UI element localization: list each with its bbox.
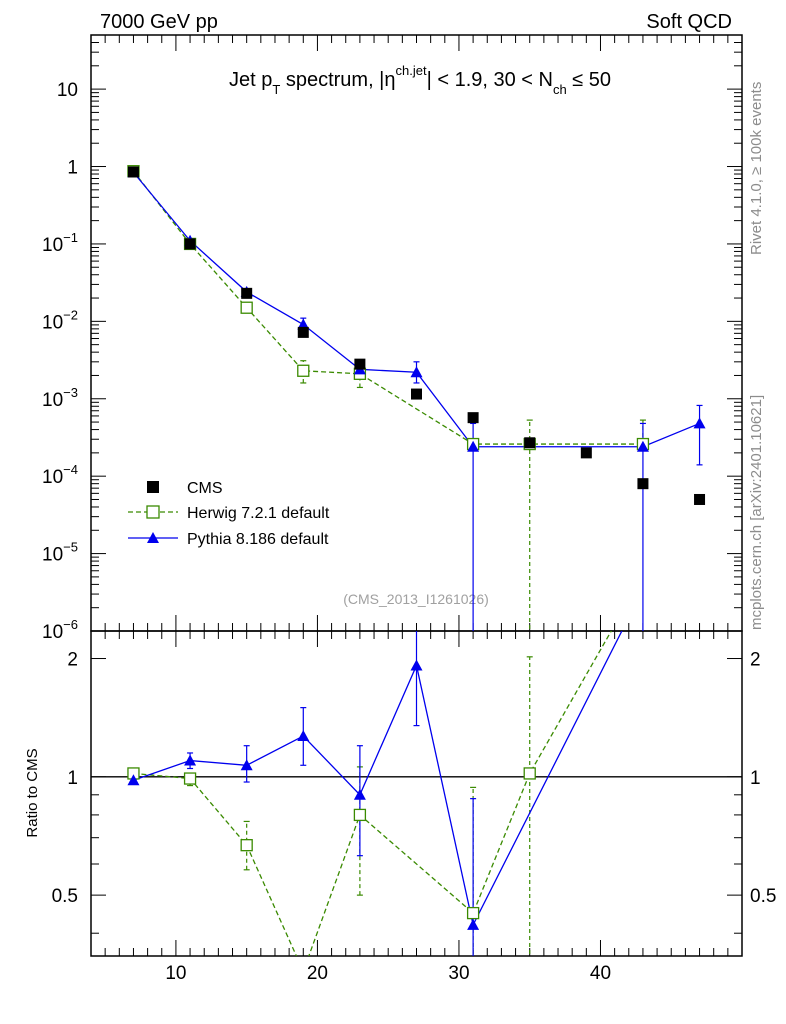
cms-point [580,447,592,459]
ratio-y-tick-label: 2 [67,650,78,671]
cms-point [297,326,309,338]
ratio-y-tick-label: 0.5 [52,886,78,907]
title-part-3: | < 1.9, 30 < N [427,69,553,91]
title-part-1: Jet p [229,69,272,91]
ratio-y-tick-label: 1 [67,768,78,789]
pythia-point [410,366,423,378]
pythia-ratio-point [353,788,366,800]
ratio-y-tick-label-right: 0.5 [750,886,776,907]
pythia-point [297,318,310,330]
herwig-ratio-point [353,808,367,822]
ratio-y-tick-label-right: 2 [750,650,761,671]
cms-point [524,437,536,449]
rivet-label: Rivet 4.1.0, ≥ 100k events [748,82,765,255]
legend-herwig-marker [146,505,160,519]
cms-point [184,238,196,250]
cms-point [354,358,366,370]
main-y-tick-label: 10−4 [42,462,78,488]
title-sub-3: ch [553,82,567,97]
cms-point [467,412,479,424]
x-tick-label: 10 [165,963,186,984]
main-y-tick-label: 10−6 [42,617,78,643]
pythia-point [636,440,649,452]
herwig-ratio-line [133,631,613,956]
header-right: Soft QCD [646,11,732,33]
herwig-ratio-point [523,767,536,780]
legend-cms-label: CMS [187,480,223,497]
ratio-series-layer [127,631,623,956]
legend: CMS Herwig 7.2.1 default Pythia 8.186 de… [128,480,330,548]
pythia-point [693,417,706,429]
main-y-tick-label: 10 [57,80,78,101]
herwig-point [297,364,310,377]
pythia-ratio-point [297,730,310,742]
x-tick-label: 30 [448,963,469,984]
pythia-ratio-point [240,759,253,771]
pythia-ratio-point [410,659,423,671]
chart-title: Jet pT spectrum, |ηch.jet| < 1.9, 30 < N… [229,63,611,97]
watermark: (CMS_2013_I1261026) [343,591,489,607]
herwig-ratio-point [466,906,480,920]
legend-herwig-label: Herwig 7.2.1 default [187,505,330,522]
cms-point [694,493,706,505]
main-y-tick-label: 10−5 [42,540,78,566]
ratio-y-axis-label: Ratio to CMS [24,748,41,837]
pythia-point [467,440,480,452]
main-y-tick-label: 10−3 [42,385,78,411]
title-sub-1: T [272,82,280,97]
title-part-2: spectrum, |η [280,69,395,91]
cms-point [637,478,649,490]
header-left: 7000 GeV pp [100,11,218,33]
main-y-tick-label: 10−2 [42,307,78,333]
pythia-ratio-line [133,631,623,927]
herwig-point [240,301,253,314]
ratio-y-tick-label-right: 1 [750,768,761,789]
x-tick-label: 40 [590,963,611,984]
cms-point [127,166,139,178]
legend-pythia-label: Pythia 8.186 default [187,531,329,548]
ratio-axes: 0.5 0.5 1 1 2 2 10 20 30 40 [52,631,776,984]
herwig-ratio-point [183,772,197,785]
pythia-line [132,171,700,448]
title-sup-2: ch.jet [396,63,427,78]
main-y-tick-label: 1 [67,158,78,179]
mcplots-label: mcplots.cern.ch [arXiv:2401.10621] [748,395,765,630]
herwig-line [132,170,643,445]
pythia-ratio-point [127,774,140,786]
x-tick-label: 20 [307,963,328,984]
legend-cms-marker [147,481,159,493]
cms-point [411,388,422,400]
pythia-ratio-point [184,754,197,766]
legend-pythia-marker [147,532,159,543]
title-part-4: ≤ 50 [567,69,611,91]
main-axes: 10 1 10−1 10−2 10−3 10−4 10−5 10−6 [42,34,742,643]
main-y-tick-label: 10−1 [42,230,78,256]
herwig-ratio-point [240,839,253,852]
main-series-layer [127,165,706,631]
pythia-ratio-point [467,918,480,930]
cms-point [241,287,253,299]
